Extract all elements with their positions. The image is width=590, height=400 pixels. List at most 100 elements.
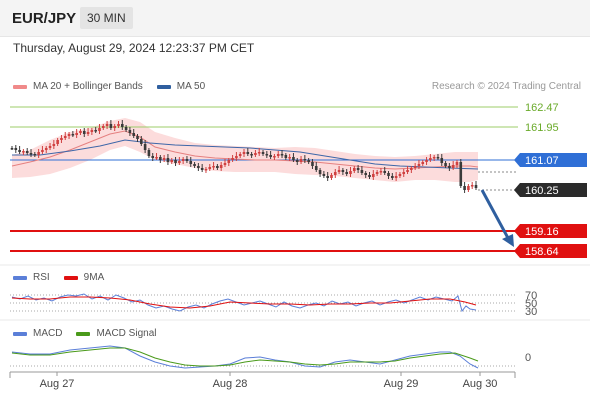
candle-body xyxy=(391,176,394,178)
candle-body xyxy=(333,172,337,175)
candle-body xyxy=(463,186,466,190)
price-tag-161-07: 161.07 xyxy=(514,153,587,167)
candle-body xyxy=(235,156,238,158)
candle-body xyxy=(25,151,29,153)
macd-label-0: 0 xyxy=(525,352,531,364)
candle-body xyxy=(227,160,231,163)
candle-body xyxy=(311,162,314,166)
candle-body xyxy=(436,157,440,159)
candle-body xyxy=(269,155,272,157)
candle-body xyxy=(109,124,113,128)
candlestick-series xyxy=(10,120,478,193)
main-legend: MA 20 + Bollinger Bands MA 50 xyxy=(13,81,205,92)
candle-body xyxy=(307,160,310,162)
candle-body xyxy=(250,154,253,156)
candle-body xyxy=(459,162,463,186)
candle-body xyxy=(197,166,200,168)
candle-body xyxy=(181,159,185,161)
candle-body xyxy=(162,158,166,160)
x-label-aug-30: Aug 30 xyxy=(463,378,498,390)
candle-body xyxy=(455,162,459,165)
candle-body xyxy=(440,158,444,163)
candle-body xyxy=(94,130,97,132)
candle-body xyxy=(22,151,25,153)
candle-body xyxy=(444,163,447,166)
candle-body xyxy=(326,176,329,178)
timestamp: Thursday, August 29, 2024 12:23:37 PM CE… xyxy=(13,41,255,55)
rsi-label-50: 50 xyxy=(525,298,537,310)
macd-swatch xyxy=(13,331,27,336)
ma20-swatch xyxy=(13,84,27,89)
candle-body xyxy=(98,128,101,131)
candle-body xyxy=(219,165,223,168)
ma50-legend-label: MA 50 xyxy=(176,81,206,92)
candle-body xyxy=(113,126,116,128)
macd-line xyxy=(11,345,479,369)
candle-body xyxy=(223,163,227,165)
candle-body xyxy=(292,157,295,160)
chart-header: EUR/JPY 30 MIN xyxy=(0,0,590,37)
candle-body xyxy=(425,160,428,162)
candle-body xyxy=(364,173,368,175)
candle-body xyxy=(212,166,215,168)
candle-body xyxy=(75,133,78,135)
candle-body xyxy=(246,152,250,154)
rsi-line xyxy=(11,293,477,313)
candle-body xyxy=(242,152,246,154)
candle-body xyxy=(360,170,364,173)
candle-body xyxy=(136,136,139,139)
candle-body xyxy=(147,150,151,156)
candle-body xyxy=(368,175,371,177)
candle-body xyxy=(314,166,318,170)
candle-body xyxy=(63,136,67,138)
price-label-162-47: 162.47 xyxy=(525,102,559,114)
candle-body xyxy=(349,171,352,174)
interval-button[interactable]: 30 MIN xyxy=(80,7,133,29)
candle-body xyxy=(82,131,86,134)
candle-body xyxy=(474,185,478,188)
candle-body xyxy=(280,154,284,156)
credit-text: Research © 2024 Trading Central xyxy=(431,81,581,92)
macd-signal-swatch xyxy=(76,331,91,336)
ma20-line xyxy=(11,130,479,170)
x-label-aug-29: Aug 29 xyxy=(384,378,419,390)
bollinger-band xyxy=(12,118,478,182)
candle-body xyxy=(322,174,326,176)
candle-body xyxy=(174,160,177,163)
rsi-legend-label: RSI xyxy=(33,272,50,283)
rsi-swatch xyxy=(13,275,27,280)
candle-body xyxy=(117,124,120,126)
candle-body xyxy=(155,157,158,159)
candle-body xyxy=(56,140,59,144)
rsi-label-70: 70 xyxy=(525,290,537,302)
candle-body xyxy=(67,134,71,136)
candle-body xyxy=(394,176,398,178)
price-tag-159-16: 159.16 xyxy=(514,224,587,238)
candle-body xyxy=(143,144,147,150)
candle-body xyxy=(284,155,288,158)
macd-signal-line xyxy=(11,347,479,367)
candle-body xyxy=(10,148,14,150)
symbol-title: EUR/JPY xyxy=(12,10,77,27)
price-label-160-25: 160.25 xyxy=(525,185,559,197)
candle-body xyxy=(52,144,56,146)
forecast-arrow-head xyxy=(502,234,514,247)
candle-body xyxy=(372,174,375,177)
candle-body xyxy=(451,165,455,168)
candle-body xyxy=(379,171,383,173)
candle-body xyxy=(166,158,170,162)
price-tag-160-25: 160.25 xyxy=(514,183,587,197)
candle-body xyxy=(86,132,90,134)
candle-body xyxy=(398,174,402,176)
candle-body xyxy=(299,159,303,162)
candle-body xyxy=(383,171,387,173)
candle-body xyxy=(14,148,18,150)
candle-body xyxy=(410,168,413,170)
rsi-legend: RSI 9MA xyxy=(13,272,104,283)
candle-body xyxy=(79,131,82,133)
candle-body xyxy=(375,172,379,174)
candle-body xyxy=(140,139,143,144)
candle-body xyxy=(432,157,436,159)
candle-body xyxy=(185,159,189,161)
